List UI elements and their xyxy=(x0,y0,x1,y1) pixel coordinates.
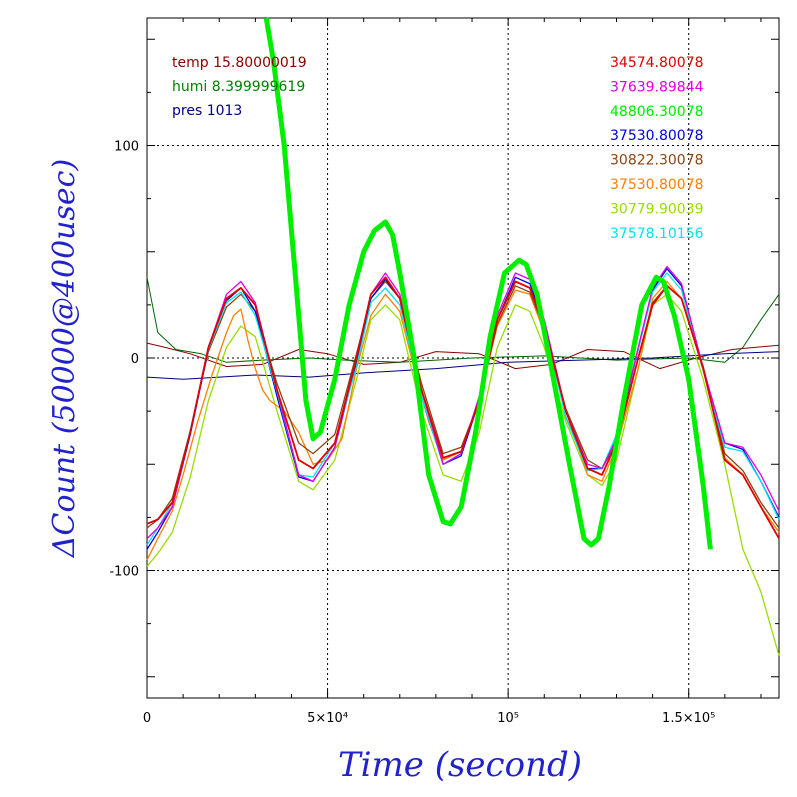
data-series xyxy=(146,17,780,656)
y-tick-label: 0 xyxy=(131,352,139,367)
env-legend-entry: temp 15.80000019 xyxy=(172,55,307,71)
series-legend-entry: 30779.90039 xyxy=(610,201,704,217)
tick-labels: 0 5×10⁴ 10⁵ 1.5×10⁵ 100 0 -100 xyxy=(109,140,715,727)
x-axis-title: Time (second) xyxy=(338,745,582,785)
series-legend-entry: 37530.80078 xyxy=(610,177,704,193)
legend: temp 15.80000019 humi 8.399999619 pres 101… xyxy=(172,55,704,242)
env-legend-entry: humi 8.399999619 xyxy=(172,79,305,95)
environment-line xyxy=(146,277,780,363)
y-axis-title: ΔCount (50000@400usec) xyxy=(47,159,82,558)
series-legend-entry: 37530.80078 xyxy=(610,128,704,144)
x-tick-label: 10⁵ xyxy=(497,711,519,726)
environment-line xyxy=(146,351,780,380)
series-legend-entry: 48806.30078 xyxy=(610,104,704,120)
x-tick-label: 5×10⁴ xyxy=(307,711,348,726)
series-legend-entry: 30822.30078 xyxy=(610,153,704,169)
series-legend-entry: 34574.80078 xyxy=(610,55,704,71)
y-tick-label: 100 xyxy=(114,140,139,155)
series-line xyxy=(146,280,780,561)
environment-series xyxy=(146,277,780,380)
series-legend-entry: 37578.10156 xyxy=(610,226,704,242)
env-legend-entry: pres 1013 xyxy=(172,103,242,119)
x-tick-label: 1.5×10⁵ xyxy=(662,711,715,726)
series-legend-entry: 37639.89844 xyxy=(610,79,704,95)
environment-line xyxy=(146,342,780,370)
axis-ticks xyxy=(146,18,779,698)
series-line xyxy=(146,265,780,540)
series-line xyxy=(263,17,713,550)
y-tick-label: -100 xyxy=(109,565,139,580)
x-tick-label: 0 xyxy=(143,711,151,726)
